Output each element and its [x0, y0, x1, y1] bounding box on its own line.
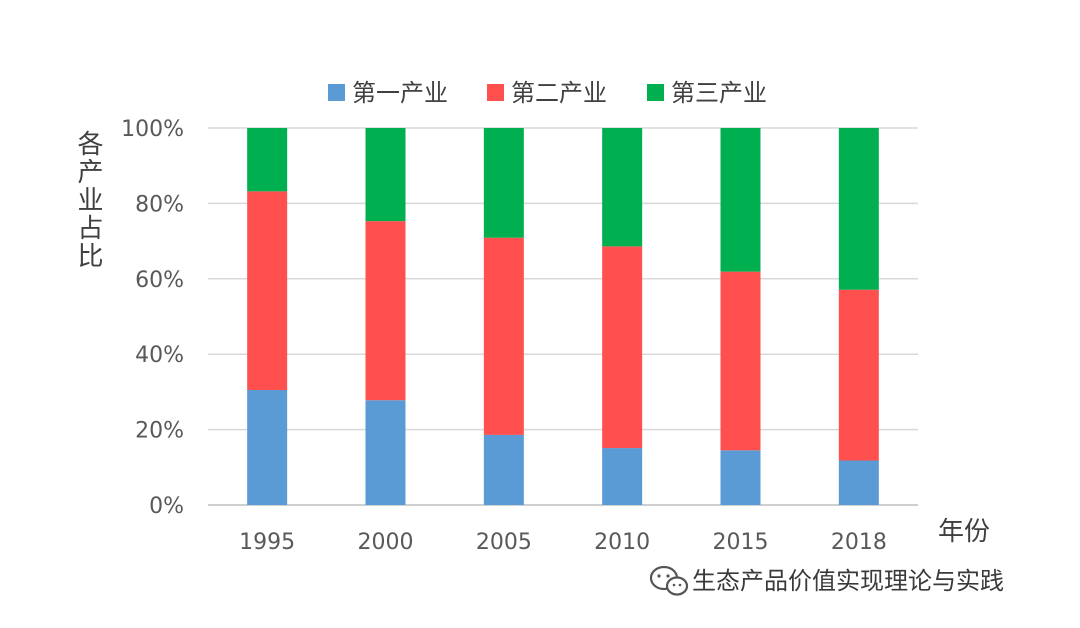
bar-segment: [720, 128, 761, 272]
bar-segment: [483, 237, 524, 435]
legend-label: 第三产业: [671, 79, 767, 107]
x-tick-label: 2015: [713, 530, 769, 555]
x-tick-label: 2000: [358, 530, 414, 555]
bar-segment: [602, 448, 643, 505]
bar-segment: [365, 221, 406, 401]
x-tick-label: 2018: [831, 530, 887, 555]
watermark-text: 生态产品价值实现理论与实践: [692, 567, 1004, 595]
bar-segment: [720, 450, 761, 505]
grid-layer: [208, 127, 918, 506]
legend-swatch: [647, 84, 664, 101]
bar-segment: [365, 128, 406, 222]
y-tick-label: 20%: [135, 419, 184, 444]
bar-segment: [247, 128, 288, 192]
watermark: 生态产品价值实现理论与实践: [649, 565, 1004, 596]
bar-segment: [247, 390, 288, 505]
wechat-icon: [649, 565, 689, 596]
legend-swatch: [487, 84, 504, 101]
x-tick-layer: 1995 2000 2005 2010 2015 2018: [239, 530, 887, 555]
bar-segment: [720, 271, 761, 451]
y-tick-layer: 0% 20% 40% 60% 80% 100%: [121, 117, 184, 519]
legend-label: 第二产业: [511, 79, 607, 107]
y-tick-label: 80%: [135, 192, 184, 217]
legend-swatch: [328, 84, 345, 101]
bar-segment: [247, 191, 288, 391]
x-tick-label: 2010: [594, 530, 650, 555]
x-tick-label: 1995: [239, 530, 295, 555]
bar-segment: [365, 400, 406, 505]
x-axis-title: 年份: [938, 517, 990, 547]
bar-segment: [483, 128, 524, 238]
y-tick-label: 0%: [149, 494, 184, 519]
y-axis-title: 各产业占比: [73, 130, 103, 270]
legend-label: 第一产业: [352, 79, 448, 107]
legend: 第一产业 第二产业 第三产业: [328, 79, 767, 107]
bar-segment: [483, 434, 524, 505]
y-tick-label: 60%: [135, 268, 184, 293]
y-tick-label: 100%: [121, 117, 184, 142]
bar-layer: [247, 128, 879, 505]
x-tick-label: 2005: [476, 530, 532, 555]
bar-segment: [602, 128, 643, 247]
bar-segment: [838, 128, 879, 290]
bar-segment: [838, 289, 879, 461]
bar-segment: [838, 460, 879, 505]
bar-segment: [602, 246, 643, 449]
y-tick-label: 40%: [135, 343, 184, 368]
